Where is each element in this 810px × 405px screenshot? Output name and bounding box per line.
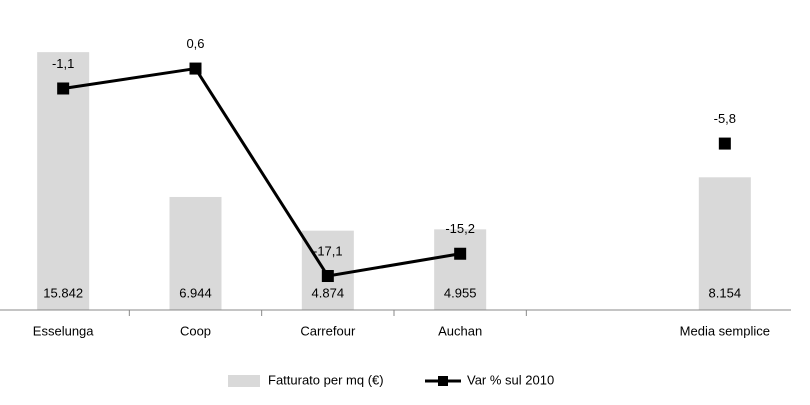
x-tick-label: Auchan bbox=[438, 323, 482, 338]
line-marker bbox=[718, 137, 731, 150]
bar-value-label: 8.154 bbox=[709, 285, 742, 300]
x-tick-label: Carrefour bbox=[300, 323, 356, 338]
bar-value-label: 6.944 bbox=[179, 285, 212, 300]
line-marker bbox=[321, 270, 334, 283]
line-value-label: -1,1 bbox=[52, 56, 74, 71]
bar-value-label: 4.955 bbox=[444, 285, 477, 300]
bar bbox=[169, 196, 222, 310]
x-tick-label: Media semplice bbox=[680, 323, 770, 338]
legend-label: Var % sul 2010 bbox=[467, 372, 554, 387]
x-tick-label: Coop bbox=[180, 323, 211, 338]
line-marker bbox=[57, 82, 70, 95]
bar bbox=[434, 229, 487, 310]
legend-label: Fatturato per mq (€) bbox=[268, 372, 384, 387]
line-value-label: -15,2 bbox=[445, 221, 475, 236]
bar-value-label: 15.842 bbox=[43, 285, 83, 300]
line-marker bbox=[189, 62, 202, 75]
legend-swatch bbox=[228, 375, 260, 387]
bar-value-label: 4.874 bbox=[312, 285, 345, 300]
line-value-label: -5,8 bbox=[714, 111, 736, 126]
line bbox=[63, 69, 725, 276]
line-value-label: -17,1 bbox=[313, 243, 343, 258]
bar bbox=[37, 52, 90, 311]
bar bbox=[698, 177, 751, 310]
line-value-label: 0,6 bbox=[186, 36, 204, 51]
x-tick-label: Esselunga bbox=[33, 323, 94, 338]
line-marker bbox=[454, 247, 467, 260]
legend-swatch bbox=[438, 376, 448, 386]
